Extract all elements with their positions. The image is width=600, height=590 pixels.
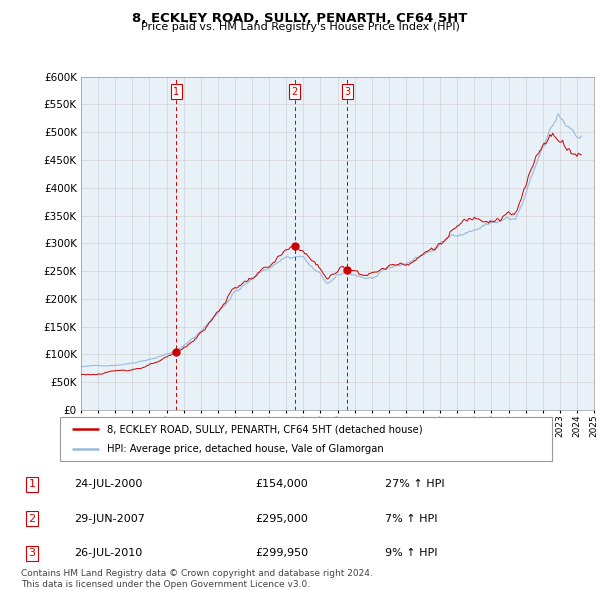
Text: 8, ECKLEY ROAD, SULLY, PENARTH, CF64 5HT (detached house): 8, ECKLEY ROAD, SULLY, PENARTH, CF64 5HT…: [107, 424, 422, 434]
Text: 3: 3: [29, 548, 35, 558]
Text: HPI: Average price, detached house, Vale of Glamorgan: HPI: Average price, detached house, Vale…: [107, 444, 383, 454]
Text: 29-JUN-2007: 29-JUN-2007: [74, 514, 145, 524]
Text: 27% ↑ HPI: 27% ↑ HPI: [385, 480, 444, 490]
Text: £295,000: £295,000: [255, 514, 308, 524]
Text: 24-JUL-2000: 24-JUL-2000: [74, 480, 143, 490]
Text: £154,000: £154,000: [255, 480, 308, 490]
Text: Price paid vs. HM Land Registry's House Price Index (HPI): Price paid vs. HM Land Registry's House …: [140, 22, 460, 32]
Text: 3: 3: [344, 87, 350, 97]
Text: 26-JUL-2010: 26-JUL-2010: [74, 548, 143, 558]
Text: Contains HM Land Registry data © Crown copyright and database right 2024.
This d: Contains HM Land Registry data © Crown c…: [21, 569, 373, 589]
Text: 1: 1: [173, 87, 179, 97]
Text: 2: 2: [29, 514, 35, 524]
Text: 8, ECKLEY ROAD, SULLY, PENARTH, CF64 5HT: 8, ECKLEY ROAD, SULLY, PENARTH, CF64 5HT: [133, 12, 467, 25]
Text: 9% ↑ HPI: 9% ↑ HPI: [385, 548, 437, 558]
Text: £299,950: £299,950: [255, 548, 308, 558]
Text: 1: 1: [29, 480, 35, 490]
Text: 2: 2: [292, 87, 298, 97]
Text: 7% ↑ HPI: 7% ↑ HPI: [385, 514, 437, 524]
